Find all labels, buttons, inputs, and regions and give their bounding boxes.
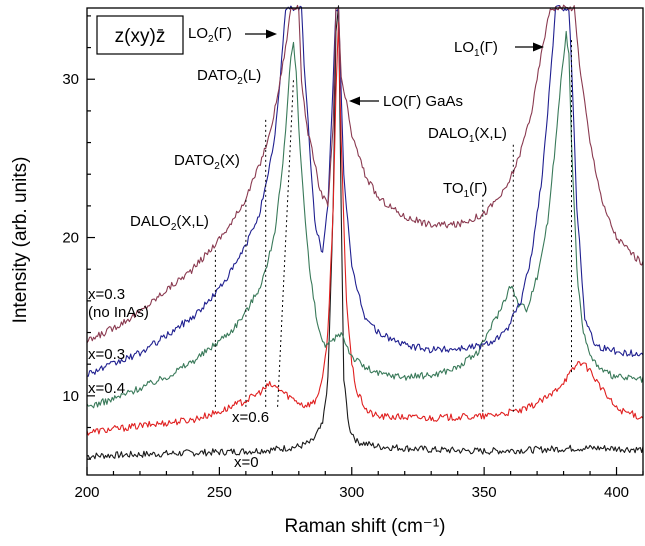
y-tick-label-10: 10 [62,388,79,405]
y-tick-label-30: 30 [62,71,79,88]
annotation-dalo1-tail: (X,L) [474,125,507,142]
annotation-dato2x-main: DATO [174,152,214,169]
annotation-dalo2: DALO2(X,L) [130,213,209,233]
annotation-lo1-main: LO [454,39,474,56]
annotation-to1-sub: 1 [464,189,470,200]
ticks-layer: 200 250 300 350 400 10 20 30 [62,15,644,501]
lo2-arrow [245,29,277,39]
annotation-lo2: LO2(Γ) [188,25,232,45]
geometry-label: z(xy)z̄ [115,26,166,47]
annotation-dalo2-sub: 2 [171,222,177,233]
geometry-box: z(xy)z̄ [96,15,184,55]
plot-frame [86,7,644,476]
y-tick-label-20: 20 [62,230,79,247]
series-label-x03: x=0.3 [88,346,125,363]
annotation-dalo1-main: DALO [428,125,469,142]
x-tick-label-400: 400 [604,484,629,501]
series-label-x06: x=0.6 [232,409,269,426]
annotation-dato2l-main: DATO [197,67,237,84]
annotation-dato2l: DATO2(L) [197,67,261,87]
series-label-x0: x=0 [234,454,259,471]
x-tick-label-300: 300 [339,484,364,501]
lo-gaas-arrow [349,96,379,106]
annotation-lo1-sub: 1 [474,48,480,59]
series-line-1 [86,21,644,436]
x-tick-label-200: 200 [74,484,99,501]
annotation-dato2l-sub: 2 [237,76,243,87]
annotation-lo2-sub: 2 [208,34,214,45]
annotation-lo2-tail: (Γ) [214,25,232,42]
annotation-to1-tail: (Γ) [469,180,487,197]
annotation-dalo1-sub: 1 [469,134,475,145]
lo1-arrow [515,42,544,52]
geometry-box-frame [96,15,184,55]
annotation-lo1-tail: (Γ) [480,39,498,56]
annotation-lo-gaas: LO(Γ) GaAs [383,93,463,110]
annotation-lo2-main: LO [188,25,208,42]
y-axis-title: Intensity (arb. units) [10,157,31,324]
series-line-2 [86,30,644,409]
series-label-x04: x=0.4 [88,380,125,397]
annotation-lines [214,39,572,412]
series-label-x03-noinas-line1: x=0.3 [88,286,125,303]
annotation-dalo2-main: DALO [130,213,171,230]
x-tick-label-350: 350 [472,484,497,501]
series-line-4 [86,4,644,344]
x-tick-label-250: 250 [207,484,232,501]
series-label-x03-noinas-line2: (no InAs) [88,304,149,321]
annotation-dato2x: DATO2(X) [174,152,240,172]
series-line-0 [86,5,644,460]
annotation-dalo2-tail: (X,L) [176,213,209,230]
annotation-dato2x-tail: (X) [220,152,240,169]
annotation-lo1: LO1(Γ) [454,39,498,59]
annotation-to1-main: TO [443,180,464,197]
series-line-3 [86,4,644,377]
x-axis-title: Raman shift (cm⁻¹) [285,516,446,537]
annotation-dato2l-tail: (L) [243,67,261,84]
annotation-dalo1: DALO1(X,L) [428,125,507,145]
annotation-dato2x-sub: 2 [214,161,220,172]
series-layer [86,4,644,460]
annotation-to1: TO1(Γ) [443,180,487,200]
